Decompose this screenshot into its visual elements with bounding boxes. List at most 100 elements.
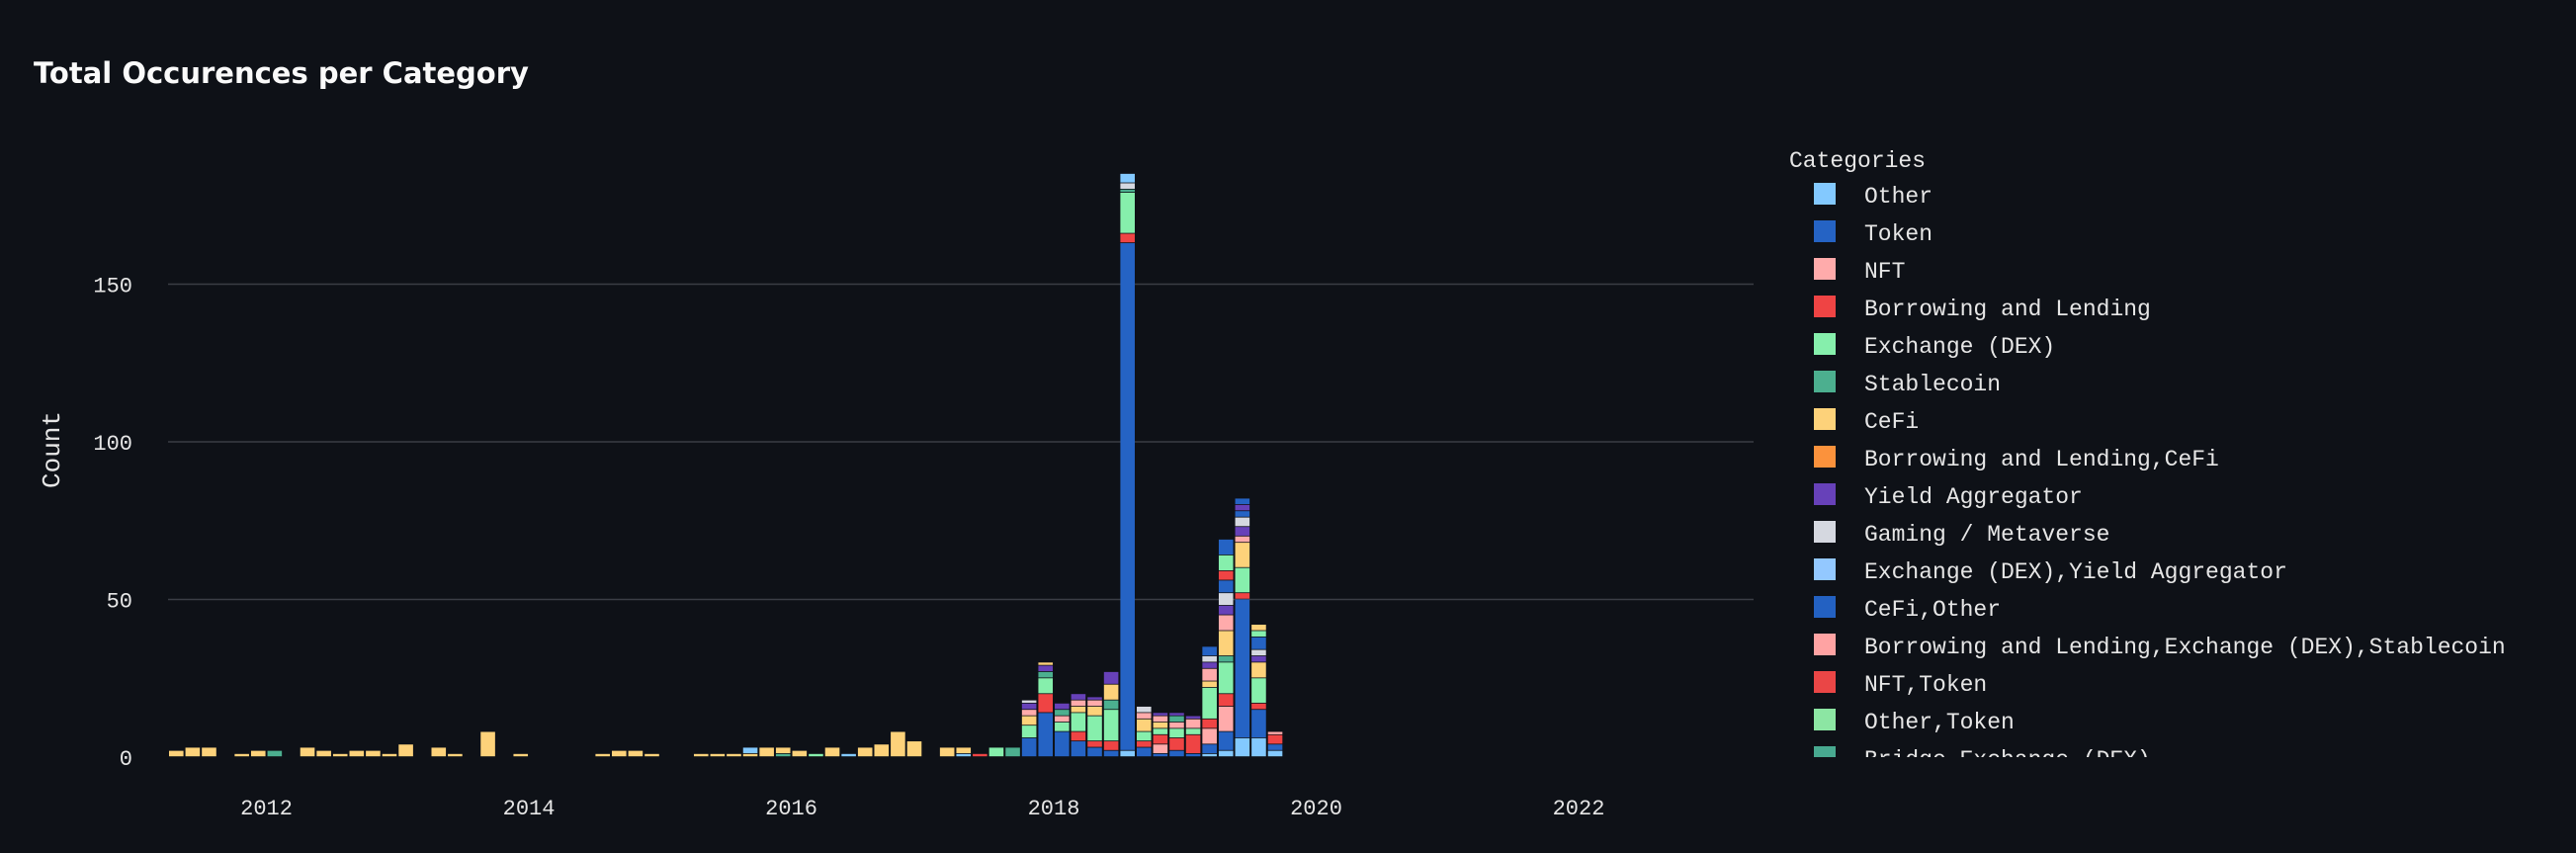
legend-entry[interactable]: Bridge,Exchange (DEX)	[1814, 746, 2151, 773]
bar-segment[interactable]	[1071, 700, 1086, 707]
bar-stack[interactable]	[595, 753, 611, 757]
legend-entry[interactable]: Borrowing and Lending,CeFi	[1814, 446, 2219, 472]
bar-segment[interactable]	[1218, 605, 1234, 615]
bar-segment[interactable]	[1235, 498, 1250, 504]
bar-stack[interactable]	[332, 753, 348, 757]
bar-stack[interactable]	[169, 750, 184, 757]
bar-stack[interactable]	[742, 747, 758, 757]
bar-segment[interactable]	[1202, 662, 1217, 668]
bar-segment[interactable]	[1235, 504, 1250, 511]
bar-segment[interactable]	[1202, 728, 1217, 744]
bar-segment[interactable]	[1055, 716, 1070, 723]
bar-segment[interactable]	[1218, 655, 1234, 662]
bar-segment[interactable]	[1103, 671, 1119, 684]
bar-segment[interactable]	[234, 753, 249, 757]
bar-stack[interactable]	[809, 753, 823, 757]
bar-segment[interactable]	[841, 753, 856, 757]
bar-stack[interactable]	[1071, 694, 1086, 757]
bar-segment[interactable]	[1218, 631, 1234, 656]
bar-segment[interactable]	[1202, 719, 1217, 728]
bar-segment[interactable]	[1103, 684, 1119, 700]
bar-segment[interactable]	[1153, 734, 1168, 744]
bar-stack[interactable]	[988, 747, 1004, 757]
legend-entry[interactable]: Borrowing and Lending	[1814, 296, 2151, 322]
legend-entry[interactable]: Other	[1814, 183, 1932, 210]
bar-segment[interactable]	[1087, 706, 1102, 716]
bar-segment[interactable]	[1235, 536, 1250, 543]
bar-stack[interactable]	[759, 747, 774, 757]
legend-entry[interactable]: Token	[1814, 220, 1932, 247]
bar-segment[interactable]	[1038, 694, 1054, 713]
bar-segment[interactable]	[1169, 728, 1184, 738]
bar-stack[interactable]	[874, 744, 890, 757]
bar-stack[interactable]	[1087, 697, 1102, 757]
bar-segment[interactable]	[1235, 543, 1250, 567]
bar-segment[interactable]	[759, 747, 774, 757]
bar-segment[interactable]	[742, 753, 758, 757]
bar-segment[interactable]	[1267, 744, 1283, 750]
bar-segment[interactable]	[1185, 753, 1201, 757]
bar-segment[interactable]	[1251, 625, 1266, 631]
bar-stack[interactable]	[841, 753, 856, 757]
bar-stack[interactable]	[316, 750, 331, 757]
bar-segment[interactable]	[398, 744, 413, 757]
bar-stack[interactable]	[891, 731, 905, 757]
bar-segment[interactable]	[1055, 703, 1070, 710]
bar-stack[interactable]	[824, 747, 840, 757]
bar-stack[interactable]	[857, 747, 873, 757]
bar-stack[interactable]	[1267, 731, 1283, 757]
bar-stack[interactable]	[1038, 662, 1054, 757]
bar-segment[interactable]	[612, 750, 627, 757]
bar-stack[interactable]	[398, 744, 413, 757]
bar-segment[interactable]	[1153, 722, 1168, 728]
bar-segment[interactable]	[513, 753, 529, 757]
bar-segment[interactable]	[1202, 687, 1217, 719]
bar-segment[interactable]	[1218, 580, 1234, 593]
legend-items[interactable]: Other Token NFT Borrowing and Lending Exchan…	[1814, 183, 2506, 773]
bar-segment[interactable]	[775, 753, 791, 757]
bar-segment[interactable]	[185, 747, 201, 757]
bar-segment[interactable]	[1087, 700, 1102, 707]
bar-stack[interactable]	[366, 750, 381, 757]
bar-stack[interactable]	[1055, 703, 1070, 757]
bar-segment[interactable]	[824, 747, 840, 757]
bar-segment[interactable]	[202, 747, 216, 757]
legend-entry[interactable]: Borrowing and Lending,Exchange (DEX),Sta…	[1814, 634, 2506, 660]
bar-stack[interactable]	[234, 753, 249, 757]
bar-segment[interactable]	[1136, 741, 1152, 747]
bar-segment[interactable]	[1251, 703, 1266, 710]
bar-segment[interactable]	[857, 747, 873, 757]
bar-segment[interactable]	[1120, 243, 1135, 750]
bar-segment[interactable]	[1218, 662, 1234, 694]
bar-segment[interactable]	[1103, 741, 1119, 750]
bar-segment[interactable]	[939, 747, 955, 757]
bar-segment[interactable]	[1267, 750, 1283, 757]
bar-segment[interactable]	[1235, 517, 1250, 527]
bar-segment[interactable]	[1153, 753, 1168, 757]
bar-segment[interactable]	[1120, 173, 1135, 183]
bar-segment[interactable]	[1202, 646, 1217, 656]
bar-segment[interactable]	[1169, 750, 1184, 757]
bar-segment[interactable]	[448, 753, 463, 757]
bar-segment[interactable]	[1120, 750, 1135, 757]
bar-segment[interactable]	[1038, 665, 1054, 672]
bar-segment[interactable]	[1202, 668, 1217, 681]
bar-stack[interactable]	[1153, 713, 1168, 757]
legend-entry[interactable]: Yield Aggregator	[1814, 483, 2083, 510]
bar-stack[interactable]	[349, 750, 365, 757]
bar-segment[interactable]	[644, 753, 659, 757]
legend-entry[interactable]: Other,Token	[1814, 709, 2015, 735]
bar-segment[interactable]	[1038, 671, 1054, 678]
legend-entry[interactable]: Exchange (DEX)	[1814, 333, 2055, 360]
bar-segment[interactable]	[1202, 753, 1217, 757]
bar-segment[interactable]	[1185, 734, 1201, 754]
bar-segment[interactable]	[480, 731, 495, 757]
bar-segment[interactable]	[1055, 710, 1070, 716]
bar-stack[interactable]	[431, 747, 447, 757]
bar-segment[interactable]	[1218, 750, 1234, 757]
bar-segment[interactable]	[1120, 183, 1135, 189]
bar-segment[interactable]	[1021, 700, 1037, 703]
bar-segment[interactable]	[332, 753, 348, 757]
bar-segment[interactable]	[1218, 554, 1234, 570]
bar-segment[interactable]	[1153, 716, 1168, 723]
